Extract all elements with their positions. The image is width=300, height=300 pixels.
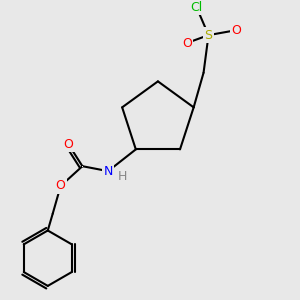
Text: H: H — [117, 169, 127, 183]
Text: Cl: Cl — [190, 1, 203, 14]
Text: N: N — [103, 165, 113, 178]
Text: C: C — [82, 166, 83, 167]
Text: O: O — [56, 179, 66, 193]
Text: O: O — [64, 138, 74, 151]
Text: S: S — [205, 28, 212, 42]
Text: O: O — [182, 37, 192, 50]
Text: O: O — [231, 24, 241, 37]
